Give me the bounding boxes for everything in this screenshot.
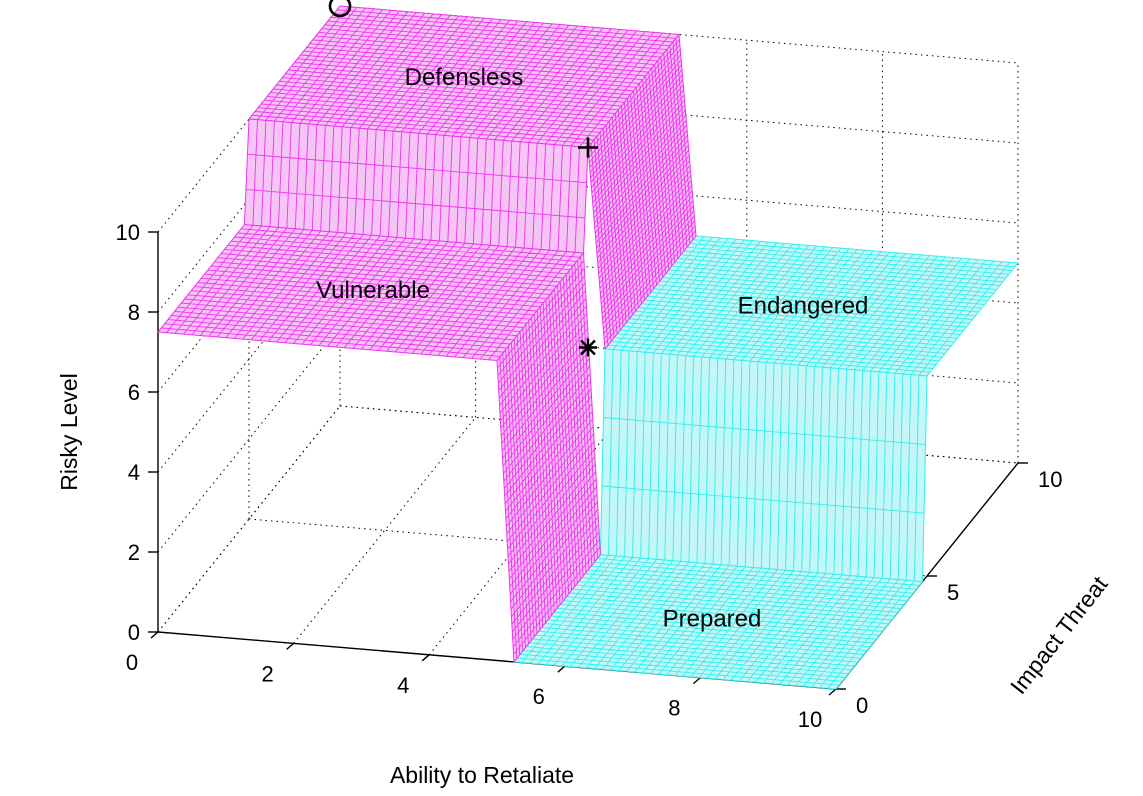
x-tick-mark <box>150 631 159 639</box>
z-tick-label: 8 <box>128 300 140 325</box>
x-tick-mark <box>286 642 295 650</box>
cliff-defensless-endangered-mesh <box>588 38 696 346</box>
cliff-vulnerable-prepared-mesh <box>497 256 601 659</box>
x-tick-mark <box>828 688 837 696</box>
x-axis-title: Ability to Retaliate <box>390 762 574 788</box>
z-tick-label: 6 <box>128 380 140 405</box>
prepared-top-mesh <box>516 555 920 689</box>
x-tick-label: 0 <box>126 650 138 675</box>
step-endangered-prepared <box>599 348 928 583</box>
marker-star <box>579 338 597 357</box>
cliff-defensless-endangered <box>587 33 697 351</box>
vulnerable-top-mesh <box>161 225 581 361</box>
x-tick-mark <box>692 677 701 685</box>
marker-plus <box>578 137 598 158</box>
region-label-prepared: Prepared <box>663 605 762 632</box>
grid-line <box>339 85 1019 144</box>
surface-layer <box>157 5 1019 690</box>
marker-layer <box>328 0 598 357</box>
endangered-top-mesh <box>607 236 1016 376</box>
x-tick-label: 8 <box>668 696 680 721</box>
x-tick-label: 2 <box>261 661 273 686</box>
x-tick-label: 10 <box>798 707 822 732</box>
step-endangered-prepared-mesh <box>601 349 926 582</box>
region-label-defensless: Defensless <box>405 64 524 91</box>
marker-circle <box>328 0 352 18</box>
z-axis-title: Risky Level <box>56 373 82 491</box>
grid-line <box>339 5 1019 64</box>
step-defensless-vulnerable-mesh <box>245 119 587 253</box>
x-tick-label: 6 <box>533 684 545 709</box>
y-tick-label: 0 <box>856 693 868 718</box>
z-tick-label: 0 <box>128 620 140 645</box>
z-tick-label: 10 <box>116 220 140 245</box>
x-tick-label: 4 <box>397 673 409 698</box>
y-tick-label: 10 <box>1038 467 1062 492</box>
grid-line <box>339 165 1019 224</box>
x-tick-mark <box>557 665 566 673</box>
x-tick-mark <box>421 654 430 662</box>
region-label-vulnerable: Vulnerable <box>316 277 430 304</box>
z-tick-label: 2 <box>128 540 140 565</box>
y-tick-label: 5 <box>947 580 959 605</box>
y-axis-title: Impact Threat <box>1005 571 1113 699</box>
step-defensless-vulnerable <box>243 118 589 254</box>
defensless-top-mesh <box>251 6 677 148</box>
cliff-vulnerable-prepared <box>496 251 601 664</box>
grid-line <box>293 417 476 644</box>
z-tick-label: 4 <box>128 460 140 485</box>
region-label-endangered: Endangered <box>738 292 869 319</box>
